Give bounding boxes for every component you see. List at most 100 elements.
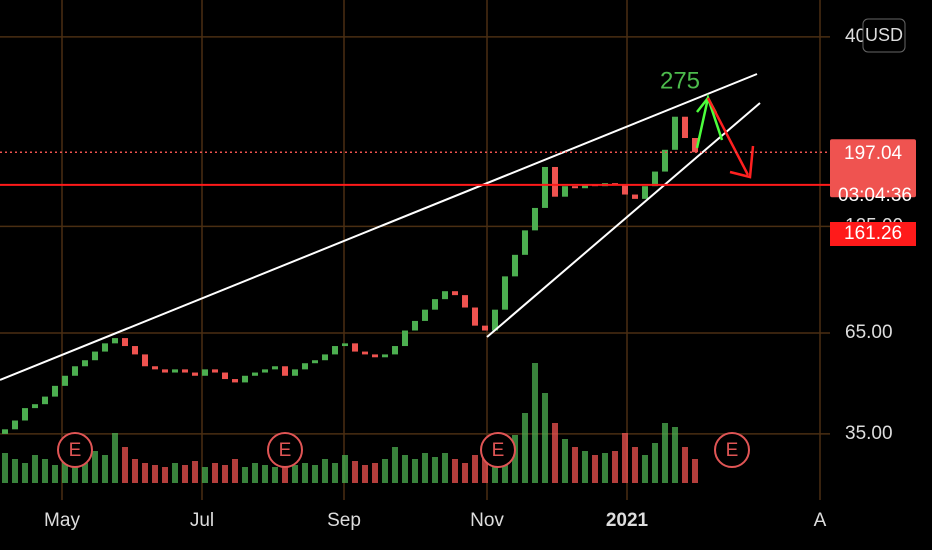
volume-bar	[582, 451, 588, 483]
earnings-badge	[57, 432, 93, 468]
volume-bar	[112, 433, 118, 483]
volume-bar	[282, 461, 288, 483]
volume-bar	[422, 453, 428, 483]
candle-body	[42, 396, 48, 405]
volume-bar	[662, 423, 668, 483]
candle-body	[512, 254, 518, 277]
candle-body	[252, 372, 258, 376]
currency: USD	[865, 25, 903, 45]
candle-body	[112, 338, 118, 344]
candle-body	[432, 299, 438, 310]
volume-bar	[592, 455, 598, 483]
volume-bar	[222, 465, 228, 483]
volume-bar	[152, 465, 158, 483]
volume-bar	[132, 459, 138, 483]
currency-box[interactable]	[862, 18, 906, 53]
x-tick-label: May	[44, 510, 80, 531]
current-price-box	[830, 139, 916, 198]
volume-bar	[102, 455, 108, 483]
volume-bar	[692, 459, 698, 483]
candle-body	[532, 207, 538, 231]
grid	[0, 0, 830, 500]
candle-body	[72, 366, 78, 376]
candle-body	[12, 420, 18, 430]
candle-body	[472, 307, 478, 326]
volume-bar	[232, 459, 238, 483]
candle-body	[362, 351, 368, 355]
volume-bar	[122, 447, 128, 483]
volume-bar	[332, 463, 338, 483]
x-tick-label: Jul	[190, 510, 214, 531]
volume-bar	[632, 447, 638, 483]
volume-bar	[52, 465, 58, 483]
earnings-label: E	[69, 440, 82, 461]
candle-body	[22, 408, 28, 421]
candle-body	[582, 184, 588, 189]
annotation: 275	[660, 67, 700, 94]
candle-body	[662, 149, 668, 172]
candle-body	[382, 354, 388, 358]
earnings-badge	[480, 432, 516, 468]
candle-body	[672, 116, 678, 150]
candle-body	[152, 366, 158, 370]
earnings-badge	[714, 432, 750, 468]
volume-bar	[192, 461, 198, 483]
candle-body	[62, 375, 68, 386]
volume-bar	[402, 455, 408, 483]
candle-body	[522, 230, 528, 255]
candle-body	[212, 369, 218, 373]
candle-body	[202, 369, 208, 376]
volume-bar	[652, 443, 658, 483]
volume-bar	[242, 467, 248, 483]
volume-bar	[472, 455, 478, 483]
candle-body	[222, 372, 228, 380]
candle-body	[302, 363, 308, 370]
volume-bar	[672, 427, 678, 483]
volume-bar	[12, 459, 18, 483]
candle-body	[482, 325, 488, 331]
volume-bar	[382, 459, 388, 483]
candle-body	[652, 171, 658, 187]
volume-bar	[42, 459, 48, 483]
x-tick-label: Nov	[470, 510, 504, 531]
volume-bar	[602, 453, 608, 483]
volume-bar	[432, 457, 438, 483]
candle-body	[572, 186, 578, 189]
volume-bar	[262, 465, 268, 483]
volume-bar	[452, 459, 458, 483]
candle-body	[162, 369, 168, 373]
volume-bar	[512, 435, 518, 483]
candle-body	[622, 184, 628, 195]
candle-body	[682, 116, 688, 139]
volume-bar	[22, 463, 28, 483]
candle-body	[312, 360, 318, 364]
volume-bar	[362, 465, 368, 483]
volume-bar	[532, 363, 538, 483]
price-line-box	[830, 222, 916, 246]
volume-bar	[412, 459, 418, 483]
candle-body	[2, 429, 8, 434]
volume-bar	[372, 463, 378, 483]
candle-body	[412, 320, 418, 331]
volume-bar	[572, 447, 578, 483]
volume-bar	[252, 463, 258, 483]
candle-body	[182, 369, 188, 373]
candle-body	[372, 354, 378, 358]
trendline-lower	[486, 102, 761, 338]
candle-body	[562, 186, 568, 197]
candle-body	[172, 369, 178, 373]
volume-bar	[272, 467, 278, 483]
candle-body	[352, 343, 358, 352]
candle-body	[102, 343, 108, 352]
volume-bar	[92, 451, 98, 483]
candle-body	[442, 291, 448, 300]
volume-bar	[302, 463, 308, 483]
candle-body	[192, 372, 198, 376]
volume-bar	[682, 447, 688, 483]
volume-bar	[542, 393, 548, 483]
trendline-upper	[0, 73, 758, 381]
candle-body	[502, 276, 508, 310]
volume-bar	[482, 451, 488, 483]
volume-bar	[32, 455, 38, 483]
